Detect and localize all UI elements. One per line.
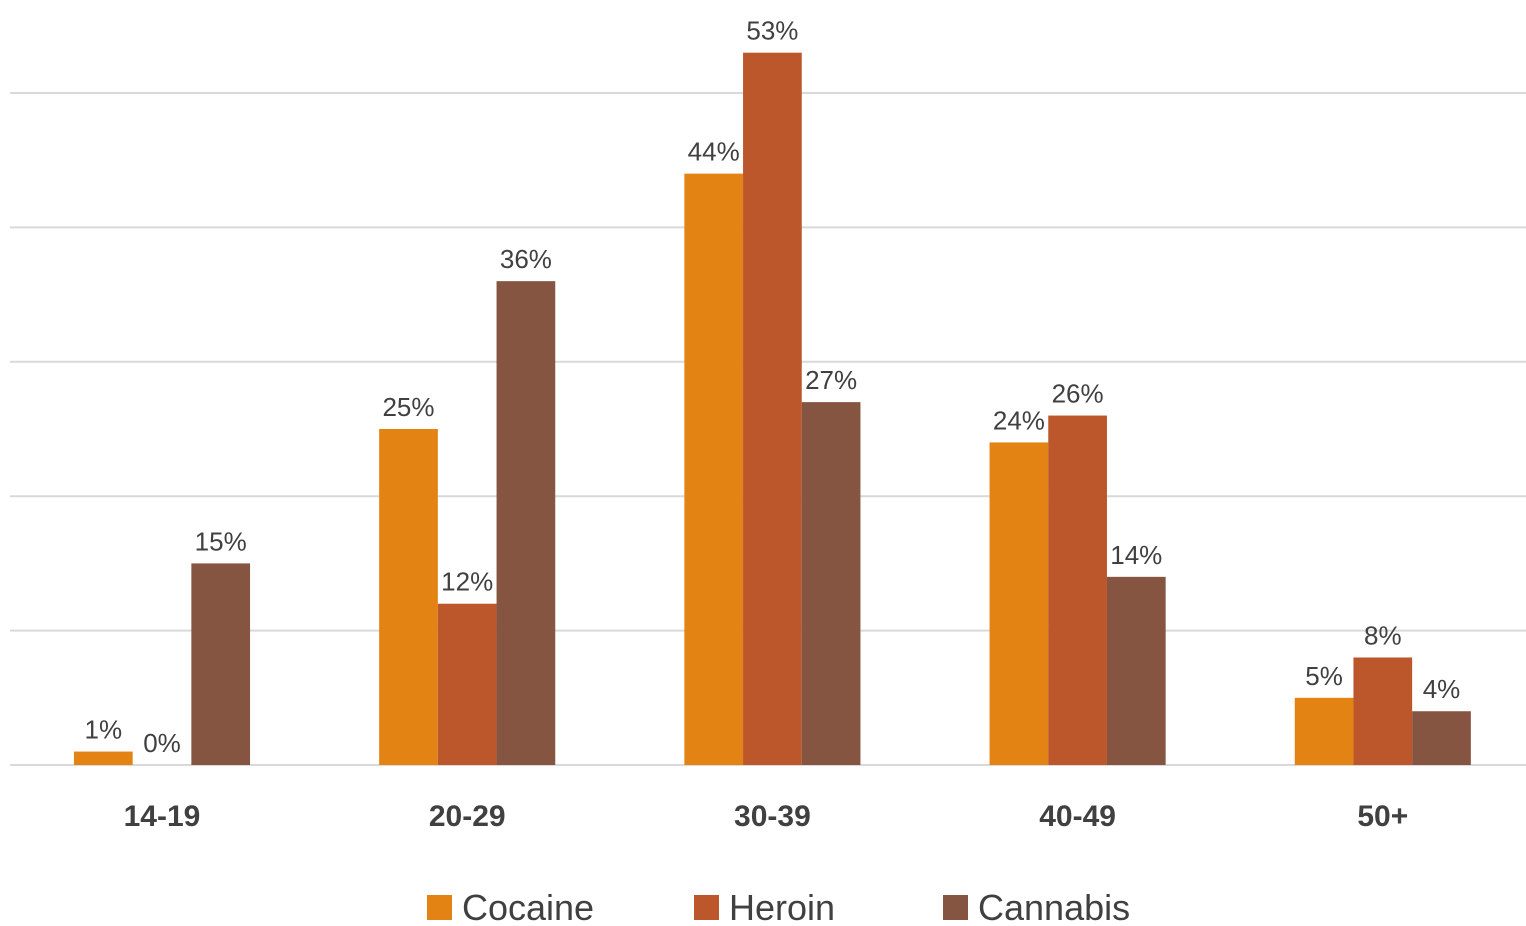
bar-cocaine-40-49 <box>989 442 1049 765</box>
data-label-cannabis-20-29: 36% <box>500 244 552 274</box>
data-label-cannabis-50: 4% <box>1423 674 1461 704</box>
x-tick-label-30-39: 30-39 <box>734 800 811 833</box>
bar-cocaine-50 <box>1294 697 1354 765</box>
data-label-heroin-20-29: 12% <box>441 567 493 597</box>
bar-cocaine-20-29 <box>379 429 438 765</box>
bar-heroin-40-49 <box>1048 415 1107 765</box>
bar-heroin-20-29 <box>437 603 497 765</box>
data-label-heroin-50: 8% <box>1364 620 1402 650</box>
data-label-cocaine-40-49: 24% <box>993 405 1045 435</box>
legend-swatch-cocaine <box>427 895 452 920</box>
bar-heroin-30-39 <box>743 52 802 766</box>
data-label-heroin-30-39: 53% <box>746 16 798 46</box>
legend-item-heroin: Heroin <box>694 887 835 926</box>
bar-cannabis-40-49 <box>1106 576 1166 765</box>
bar-cannabis-50 <box>1412 711 1471 765</box>
legend-swatch-heroin <box>694 895 719 920</box>
bar-cocaine-14-19 <box>73 751 133 765</box>
bar-cocaine-30-39 <box>684 173 744 765</box>
bar-cannabis-14-19 <box>191 563 251 765</box>
bar-cannabis-30-39 <box>801 402 861 765</box>
legend-label-cocaine: Cocaine <box>462 887 594 926</box>
x-tick-label-40-49: 40-49 <box>1039 800 1116 833</box>
x-tick-label-20-29: 20-29 <box>429 800 506 833</box>
legend-label-heroin: Heroin <box>729 887 835 926</box>
legend-item-cannabis: Cannabis <box>943 887 1130 926</box>
data-label-heroin-14-19: 0% <box>143 728 181 758</box>
x-tick-label-14-19: 14-19 <box>124 800 201 833</box>
data-labels: 1% 0% 15% 25% 12% 36% 44% 53% 27% 24%26% 14% 5% 8% 4% <box>85 16 1461 758</box>
legend: Cocaine Heroin Cannabis <box>427 887 1130 926</box>
x-tick-label-50: 50+ <box>1357 800 1408 833</box>
data-label-cannabis-30-39: 27% <box>805 365 857 395</box>
legend-swatch-cannabis <box>943 895 968 920</box>
data-label-cocaine-50: 5% <box>1305 661 1343 691</box>
data-label-cocaine-20-29: 25% <box>382 392 434 422</box>
data-label-cocaine-14-19: 1% <box>85 715 123 745</box>
data-label-cannabis-14-19: 15% <box>195 526 247 556</box>
data-label-cocaine-30-39: 44% <box>688 137 740 167</box>
data-label-heroin-40-49: 26% <box>1052 379 1104 409</box>
bars <box>73 52 1471 766</box>
legend-label-cannabis: Cannabis <box>978 887 1130 926</box>
x-axis: 14-19 20-29 30-39 40-49 50+ <box>124 800 1409 833</box>
bar-heroin-50 <box>1353 657 1413 765</box>
data-label-cannabis-40-49: 14% <box>1110 540 1162 570</box>
legend-item-cocaine: Cocaine <box>427 887 594 926</box>
bar-cannabis-20-29 <box>496 281 556 765</box>
